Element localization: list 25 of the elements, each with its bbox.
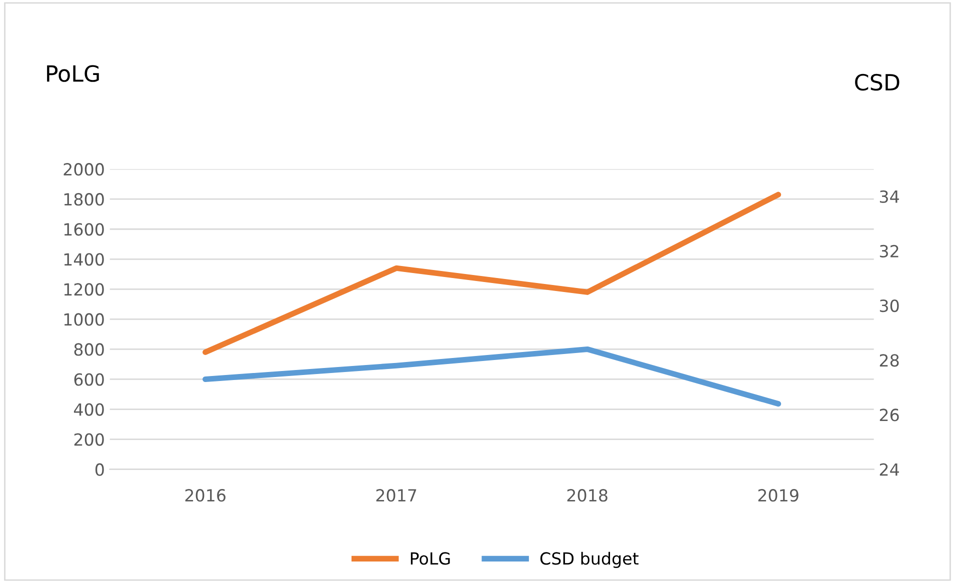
y-tick-label: 1200 — [64, 283, 104, 296]
y-tick-label: 600 — [74, 373, 104, 386]
y2-tick-label: 24 — [880, 463, 899, 476]
y2-tick-label: 30 — [880, 300, 899, 312]
y2-tick-label: 32 — [880, 244, 898, 258]
y-axis-title: PoLG — [47, 65, 99, 82]
legend-label: CSD budget — [540, 552, 639, 568]
y-tick-label: 400 — [74, 403, 104, 416]
y-tick-label: 1600 — [64, 223, 104, 236]
y-tick-label: 200 — [74, 433, 104, 446]
legend-label: PoLG — [410, 552, 450, 565]
y-tick-label: 0 — [95, 463, 104, 476]
y2-axis-title: CSD — [855, 74, 900, 91]
y-tick-label: 1000 — [64, 313, 104, 326]
x-tick-label: 2017 — [376, 489, 416, 502]
y-tick-label: 2000 — [64, 163, 104, 176]
y-tick-label: 800 — [74, 343, 104, 356]
y2-tick-label: 28 — [880, 354, 899, 367]
y2-tick-label: 26 — [880, 408, 899, 422]
y-tick-label: 1400 — [64, 253, 104, 266]
y-tick-label: 1800 — [64, 193, 104, 206]
x-tick-label: 2018 — [567, 489, 608, 502]
y2-tick-label: 34 — [880, 190, 899, 203]
x-tick-label: 2016 — [185, 489, 226, 502]
x-tick-label: 2019 — [758, 489, 798, 502]
